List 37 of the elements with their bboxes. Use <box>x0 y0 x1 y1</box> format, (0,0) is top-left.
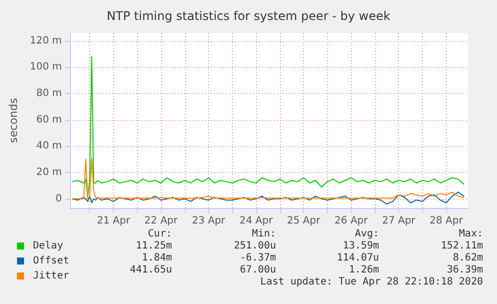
text: -6.37m <box>240 252 276 264</box>
x-tick-label: 28 Apr <box>430 216 464 226</box>
text: 1.26m <box>348 264 379 276</box>
legend-label: Jitter <box>33 270 70 282</box>
text: Min: <box>252 228 276 240</box>
text: Max: <box>458 228 483 240</box>
chart-title: NTP timing statistics for system peer - by week <box>106 9 390 23</box>
text: 36.39m <box>446 264 483 276</box>
y-axis-title: seconds <box>7 98 20 143</box>
text: Cur: <box>148 228 172 240</box>
x-tick-label: 25 Apr <box>287 216 322 226</box>
y-tick-label: 0 <box>56 193 62 204</box>
y-tick-label: 100 m <box>30 62 62 73</box>
text: 251.00u <box>234 240 276 252</box>
y-tick-label: 80 m <box>36 88 62 100</box>
x-tick-label: 27 Apr <box>382 216 416 226</box>
text: Last update: Tue Apr 28 22:10:18 2020 <box>260 276 483 288</box>
text: 1.84m <box>142 252 172 264</box>
text: 13.59m <box>342 240 379 252</box>
y-tick-label: 20 m <box>36 166 62 178</box>
text: 8.62m <box>452 252 483 264</box>
text: 11.25m <box>136 240 172 252</box>
text: 152.11m <box>440 240 483 252</box>
text: 67.00u <box>240 264 276 276</box>
text: 114.07u <box>336 252 379 264</box>
y-tick-label: 120 m <box>30 35 62 46</box>
x-tick-label: 26 Apr <box>334 216 369 226</box>
x-tick-label: 24 Apr <box>239 216 274 226</box>
y-tick-label: 60 m <box>36 114 62 126</box>
text: Avg: <box>354 228 379 240</box>
legend-label: Delay <box>33 240 64 252</box>
y-tick-label: 40 m <box>36 140 62 152</box>
text: 441.65u <box>130 264 172 276</box>
x-tick-label: 23 Apr <box>192 216 226 226</box>
legend-label: Offset <box>33 256 70 266</box>
x-tick-label: 21 Apr <box>96 216 131 226</box>
x-tick-label: 22 Apr <box>144 216 179 226</box>
